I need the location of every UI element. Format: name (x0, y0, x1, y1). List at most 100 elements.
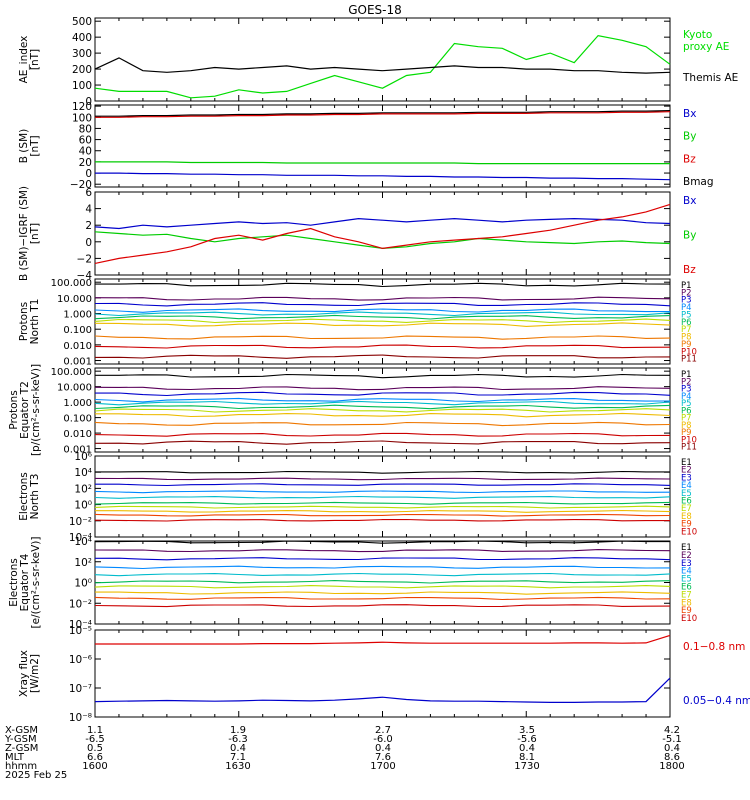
channel-label-prot_t1: P9 (681, 340, 692, 350)
y-axis-label-b: [nT] (29, 135, 41, 156)
channel-line-elec_t4 (94, 572, 671, 577)
y-tick-label-db: 0 (85, 237, 92, 249)
channel-line-elec_t3 (94, 501, 671, 505)
series-line-xray (94, 677, 671, 704)
y-tick-label-elec_t4: 10⁰ (74, 578, 92, 590)
y-axis-label-elec_t4: [e/(cm²-s-sr-keV)] (30, 537, 42, 629)
channel-line-prot_t2 (94, 400, 671, 406)
series-line-b (95, 111, 671, 118)
series-line-b (95, 161, 670, 165)
y-tick-label-elec_t3: 10⁻⁴ (69, 532, 92, 544)
channel-label-elec_t3: E3 (681, 473, 692, 483)
y-axis-label-prot_t2: [p/(cm²-s-sr-keV)] (30, 364, 42, 456)
panel-frame-db (94, 191, 671, 276)
ephemeris-row-label: hhmm (5, 761, 37, 772)
y-tick-label-db: 4 (85, 204, 92, 216)
y-axis-label-ae: [nT] (29, 49, 41, 70)
legend-label-b: Bz (683, 153, 696, 165)
channel-line-elec_t4 (94, 585, 671, 589)
ephemeris-value: 1800 (659, 761, 684, 772)
channel-label-elec_t4: E5 (681, 575, 692, 585)
channel-label-prot_t1: P1 (681, 281, 692, 291)
ephemeris-row-label: MLT (5, 752, 25, 763)
channel-line-elec_t4 (94, 580, 671, 584)
y-tick-label-prot_t2: 1.000 (63, 398, 92, 409)
y-axis-label-db: B (SM)−IGRF (SM) (18, 186, 30, 281)
channel-line-prot_t2 (94, 391, 671, 397)
y-tick-label-elec_t3: 10⁴ (74, 467, 92, 479)
channel-line-elec_t4 (94, 596, 671, 601)
channel-line-elec_t3 (94, 513, 671, 517)
channel-label-elec_t4: E9 (681, 606, 692, 616)
channel-line-prot_t2 (94, 386, 671, 391)
legend-label-xray: 0.1−0.8 nm (683, 641, 745, 653)
y-tick-label-ae: 100 (72, 80, 92, 92)
y-tick-label-elec_t4: 10² (74, 557, 92, 569)
ephemeris-row-label: Y-GSM (4, 734, 37, 745)
y-tick-label-elec_t4: 10⁻² (69, 598, 92, 610)
ephemeris-value: 6.6 (87, 752, 103, 763)
ephemeris-value: 1730 (514, 761, 539, 772)
ephemeris-value: 1.1 (87, 725, 103, 736)
channel-label-elec_t3: E8 (681, 512, 692, 522)
y-tick-label-prot_t1: 1.000 (63, 310, 92, 321)
channel-line-prot_t1 (95, 282, 671, 288)
series-line-xray (95, 634, 671, 645)
channel-line-prot_t1 (94, 354, 671, 359)
channel-line-elec_t3 (94, 518, 670, 522)
y-tick-label-ae: 0 (85, 96, 92, 108)
y-tick-label-prot_t1: 100.000 (51, 278, 92, 289)
channel-line-prot_t2 (95, 373, 671, 379)
channel-line-elec_t3 (94, 505, 671, 509)
y-tick-label-prot_t1: 0.001 (63, 357, 92, 368)
legend-label-db: By (683, 230, 696, 242)
channel-label-prot_t1: P11 (681, 355, 697, 365)
channel-label-elec_t4: E2 (681, 551, 692, 561)
channel-label-prot_t2: P6 (681, 406, 692, 416)
ephemeris-value: 1.9 (230, 725, 246, 736)
y-tick-label-db: 6 (85, 187, 92, 199)
channel-label-prot_t1: P7 (681, 325, 692, 335)
ephemeris-date: 2025 Feb 25 (5, 770, 67, 781)
channel-label-prot_t2: P8 (681, 421, 692, 431)
ephemeris-row-label: Z-GSM (5, 743, 38, 754)
channel-label-prot_t1: P4 (681, 303, 692, 313)
y-axis-label-prot_t1: North T1 (29, 299, 41, 345)
channel-line-prot_t1 (94, 296, 671, 301)
channel-label-elec_t4: E4 (681, 567, 692, 577)
channel-label-elec_t3: E6 (681, 497, 692, 507)
channel-label-prot_t1: P10 (681, 347, 697, 357)
ephemeris-value: 0.4 (519, 743, 535, 754)
y-tick-label-b: 60 (79, 135, 92, 147)
ephemeris-value: 0.4 (664, 743, 680, 754)
y-axis-label-prot_t2: Protons (8, 390, 20, 429)
legend-label-b: By (683, 131, 696, 143)
y-tick-label-elec_t3: 10⁶ (74, 451, 92, 463)
y-tick-label-xray: 10⁻⁵ (69, 625, 92, 637)
ephemeris-value: 1700 (370, 761, 395, 772)
y-tick-label-prot_t2: 0.100 (63, 414, 92, 425)
y-tick-label-b: 40 (79, 146, 92, 158)
legend-label-xray: 0.05−0.4 nm (683, 695, 750, 707)
channel-line-prot_t2 (94, 397, 671, 403)
y-tick-label-db: −4 (77, 270, 93, 282)
channel-label-prot_t2: P3 (681, 385, 692, 395)
channel-line-prot_t1 (94, 318, 671, 324)
ephemeris-value: -6.5 (85, 734, 105, 745)
y-axis-label-elec_t4: Electrons (8, 558, 20, 607)
channel-label-prot_t2: P9 (681, 428, 692, 438)
ephemeris-value: 4.2 (664, 725, 680, 736)
y-tick-label-b: 0 (85, 168, 92, 180)
channel-label-elec_t3: E10 (681, 527, 697, 537)
ephemeris-value: 1600 (82, 761, 107, 772)
ephemeris-row-label: X-GSM (5, 725, 38, 736)
channel-label-elec_t4: E10 (681, 614, 697, 624)
legend-label-b: Bx (683, 108, 696, 120)
channel-label-prot_t2: P5 (681, 399, 692, 409)
y-tick-label-prot_t1: 0.100 (63, 325, 92, 336)
channel-label-elec_t4: E6 (681, 583, 692, 593)
channel-line-prot_t2 (95, 412, 671, 418)
y-axis-label-xray: [W/m2] (29, 654, 41, 693)
channel-line-elec_t4 (95, 591, 671, 595)
